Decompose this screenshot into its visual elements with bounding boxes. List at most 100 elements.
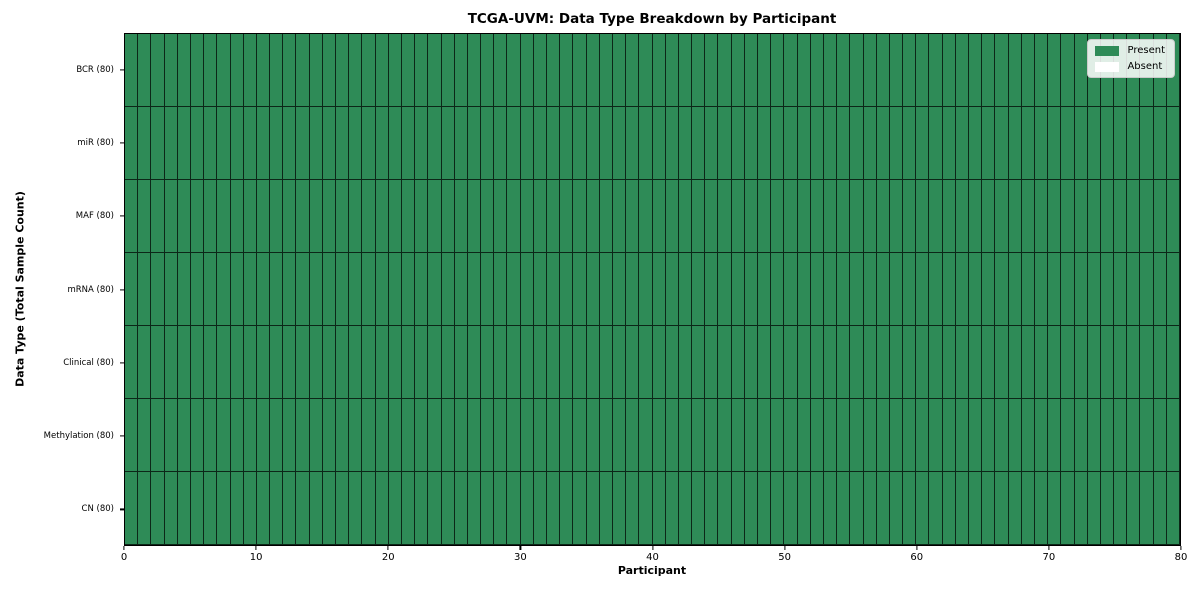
heatmap-cell	[533, 34, 547, 107]
heatmap-cell	[415, 107, 429, 180]
heatmap-cell	[428, 180, 442, 253]
heatmap-cell	[678, 107, 693, 180]
heatmap-cell	[678, 34, 693, 107]
heatmap-cell	[639, 472, 653, 545]
heatmap-cell	[823, 326, 838, 399]
heatmap-cell	[560, 253, 574, 326]
heatmap-cell	[1061, 326, 1075, 399]
heatmap-cell	[125, 326, 139, 399]
heatmap-cell	[270, 253, 284, 326]
heatmap-cell	[929, 107, 943, 180]
heatmap-cell	[810, 326, 824, 399]
heatmap-cell	[639, 107, 653, 180]
heatmap-cell	[837, 253, 851, 326]
heatmap-cell	[969, 399, 983, 472]
heatmap-cell	[138, 253, 152, 326]
heatmap-cell	[243, 472, 257, 545]
heatmap-cell	[467, 34, 482, 107]
x-tick-label: 0	[120, 552, 128, 563]
heatmap-cell	[388, 326, 402, 399]
heatmap-cell	[1061, 399, 1075, 472]
heatmap-cell	[903, 34, 917, 107]
heatmap-cell	[1074, 326, 1088, 399]
heatmap-cell	[889, 34, 904, 107]
heatmap-cell	[1114, 253, 1128, 326]
heatmap-cell	[204, 326, 218, 399]
heatmap-cell	[1087, 253, 1101, 326]
x-tick-label: 20	[381, 552, 395, 563]
heatmap-cell	[322, 34, 336, 107]
heatmap-cell	[283, 34, 297, 107]
heatmap-cell	[665, 180, 679, 253]
heatmap-cell	[995, 472, 1009, 545]
heatmap-cell	[916, 180, 930, 253]
heatmap-cell	[388, 180, 402, 253]
heatmap-cell	[758, 326, 772, 399]
heatmap-cell	[467, 326, 482, 399]
heatmap-cell	[520, 34, 534, 107]
heatmap-cell	[665, 107, 679, 180]
heatmap-cell	[533, 107, 547, 180]
heatmap-cell	[1153, 399, 1167, 472]
heatmap-cell	[665, 399, 679, 472]
heatmap-cell	[969, 253, 983, 326]
heatmap-cell	[138, 180, 152, 253]
heatmap-cell	[1074, 180, 1088, 253]
heatmap-cell	[243, 34, 257, 107]
heatmap-cell	[190, 180, 205, 253]
heatmap-cell	[507, 107, 521, 180]
x-tick-mark	[519, 546, 521, 550]
heatmap-cell	[533, 399, 547, 472]
heatmap-cell	[1087, 107, 1101, 180]
heatmap-cell	[230, 399, 244, 472]
heatmap-cell	[190, 326, 205, 399]
heatmap-cell	[256, 34, 271, 107]
heatmap-cell	[784, 399, 798, 472]
heatmap-cell	[270, 326, 284, 399]
heatmap-cell	[507, 472, 521, 545]
heatmap-cell	[612, 399, 627, 472]
heatmap-cell	[256, 180, 271, 253]
heatmap-cell	[1008, 34, 1022, 107]
heatmap-cell	[652, 180, 666, 253]
heatmap-cell	[441, 34, 455, 107]
heatmap-cell	[204, 180, 218, 253]
heatmap-cell	[428, 107, 442, 180]
heatmap-cell	[692, 472, 706, 545]
heatmap-cell	[1021, 472, 1035, 545]
heatmap-cell	[190, 399, 205, 472]
heatmap-cell	[929, 180, 943, 253]
heatmap-cell	[797, 326, 811, 399]
heatmap-cell	[823, 180, 838, 253]
heatmap-cell	[797, 107, 811, 180]
heatmap-cell	[494, 180, 508, 253]
heatmap-cell	[560, 326, 574, 399]
heatmap-cell	[731, 472, 745, 545]
heatmap-cell	[784, 472, 798, 545]
heatmap-cell	[388, 34, 402, 107]
heatmap-cell	[454, 399, 468, 472]
heatmap-cell	[744, 326, 758, 399]
heatmap-cell	[586, 34, 600, 107]
x-tick-label: 70	[1042, 552, 1056, 563]
heatmap-cell	[1153, 180, 1167, 253]
heatmap-cell	[969, 107, 983, 180]
heatmap-cell	[336, 253, 350, 326]
heatmap-cell	[230, 253, 244, 326]
heatmap-cell	[652, 107, 666, 180]
heatmap-cell	[823, 34, 838, 107]
heatmap-cell	[850, 326, 864, 399]
heatmap-cell	[520, 253, 534, 326]
heatmap-cell	[665, 472, 679, 545]
heatmap-cell	[164, 253, 178, 326]
heatmap-cell	[533, 326, 547, 399]
heatmap-cell	[586, 472, 600, 545]
heatmap-cell	[1153, 107, 1167, 180]
heatmap-cell	[336, 34, 350, 107]
heatmap-cell	[322, 253, 336, 326]
heatmap-cell	[1008, 326, 1022, 399]
x-tick-label: 50	[778, 552, 791, 563]
heatmap-cell	[481, 326, 495, 399]
heatmap-cell	[428, 472, 442, 545]
heatmap-cell	[1100, 399, 1115, 472]
